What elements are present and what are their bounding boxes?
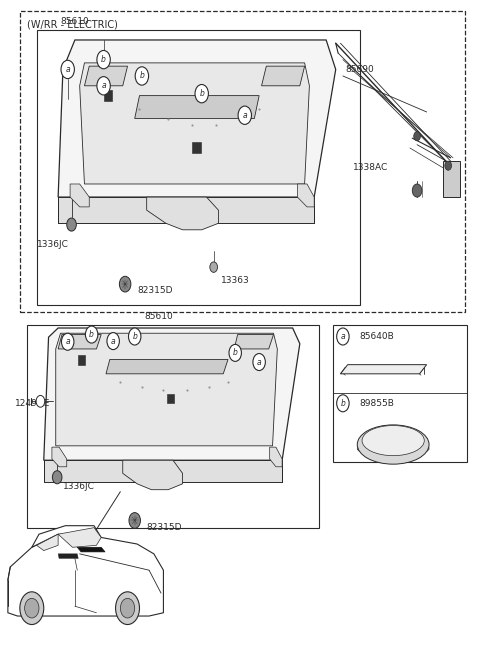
Text: a: a [257, 358, 262, 367]
Text: 82315D: 82315D [147, 523, 182, 532]
Polygon shape [147, 197, 218, 230]
Text: 1338AC: 1338AC [352, 163, 388, 172]
Text: 13363: 13363 [221, 276, 250, 285]
Text: a: a [65, 337, 70, 346]
Circle shape [97, 51, 110, 69]
Circle shape [210, 262, 217, 272]
Text: 1249GE: 1249GE [15, 399, 50, 408]
Circle shape [85, 326, 98, 343]
Text: b: b [132, 332, 137, 341]
Bar [192, 142, 201, 153]
Text: 1336JC: 1336JC [63, 482, 95, 491]
Text: a: a [242, 111, 247, 120]
Circle shape [336, 328, 349, 345]
Circle shape [195, 85, 208, 103]
Text: b: b [89, 330, 94, 339]
Polygon shape [444, 161, 460, 197]
Polygon shape [58, 335, 101, 349]
Circle shape [36, 396, 45, 407]
Polygon shape [80, 63, 310, 184]
Circle shape [412, 184, 422, 197]
Circle shape [414, 132, 420, 141]
Circle shape [20, 592, 44, 625]
Polygon shape [58, 527, 101, 547]
Text: b: b [199, 89, 204, 98]
Bar [78, 356, 85, 365]
Circle shape [120, 598, 135, 618]
Circle shape [61, 333, 74, 350]
Polygon shape [298, 184, 314, 207]
Text: 85610: 85610 [144, 312, 173, 321]
Polygon shape [32, 525, 101, 547]
Polygon shape [340, 365, 427, 374]
Bar [333, 325, 468, 462]
Text: 89855B: 89855B [360, 399, 395, 408]
Bar [27, 325, 319, 527]
Bar [36, 30, 360, 305]
Text: 85690: 85690 [345, 65, 374, 74]
Polygon shape [58, 197, 314, 223]
Polygon shape [56, 333, 277, 446]
Polygon shape [123, 461, 182, 489]
Polygon shape [270, 447, 282, 467]
Text: b: b [233, 348, 238, 358]
Polygon shape [234, 335, 274, 349]
Circle shape [129, 328, 141, 345]
Text: b: b [340, 399, 345, 408]
Polygon shape [106, 359, 228, 374]
Text: a: a [341, 332, 345, 341]
Text: 82315D: 82315D [137, 286, 173, 295]
Text: (W/RR - ELECTRIC): (W/RR - ELECTRIC) [27, 19, 118, 29]
Polygon shape [8, 534, 163, 616]
Polygon shape [58, 40, 336, 197]
Polygon shape [36, 534, 58, 550]
Ellipse shape [357, 425, 429, 464]
Circle shape [120, 276, 131, 292]
Circle shape [61, 60, 74, 79]
Circle shape [129, 512, 141, 528]
Circle shape [135, 67, 149, 85]
Circle shape [229, 344, 241, 361]
Ellipse shape [362, 426, 424, 456]
Circle shape [107, 333, 120, 350]
Polygon shape [70, 184, 89, 207]
Ellipse shape [357, 440, 429, 457]
Polygon shape [44, 461, 282, 482]
Circle shape [253, 354, 265, 371]
Bar [104, 91, 112, 101]
Bar [20, 10, 465, 312]
Polygon shape [262, 66, 305, 86]
Polygon shape [58, 554, 78, 558]
Text: a: a [65, 65, 70, 74]
Polygon shape [84, 66, 128, 86]
Text: 1336JC: 1336JC [36, 239, 69, 249]
Circle shape [336, 395, 349, 412]
Polygon shape [135, 96, 259, 119]
Text: b: b [101, 55, 106, 64]
Polygon shape [77, 547, 105, 552]
Circle shape [116, 592, 140, 625]
Polygon shape [44, 328, 300, 461]
Text: 85640B: 85640B [360, 332, 395, 341]
Circle shape [97, 77, 110, 95]
Circle shape [67, 218, 76, 231]
Text: a: a [111, 337, 116, 346]
Polygon shape [52, 447, 67, 467]
Circle shape [24, 598, 39, 618]
Text: a: a [101, 81, 106, 91]
Circle shape [52, 471, 62, 483]
Text: 85610: 85610 [60, 16, 89, 26]
Circle shape [238, 106, 252, 125]
Text: b: b [140, 72, 144, 81]
Bar [167, 394, 174, 403]
Circle shape [445, 161, 452, 171]
